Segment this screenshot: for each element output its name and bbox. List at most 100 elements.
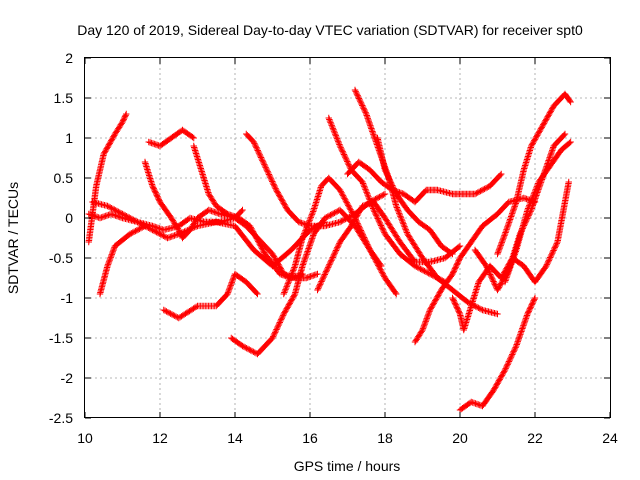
data-point: [108, 136, 116, 143]
data-point: [141, 222, 149, 230]
data-point: [517, 329, 525, 337]
data-point: [498, 372, 506, 379]
data-point: [273, 257, 280, 264]
data-point: [487, 272, 495, 280]
data-point: [347, 206, 354, 213]
data-point: [515, 336, 522, 344]
data-point: [542, 117, 549, 124]
data-point: [267, 174, 274, 181]
data-point: [153, 190, 160, 198]
data-point: [275, 322, 282, 329]
data-point: [385, 173, 392, 181]
data-point: [355, 223, 363, 230]
data-point: [504, 223, 511, 230]
data-point: [361, 106, 368, 113]
data-point: [512, 200, 519, 207]
data-point: [373, 259, 380, 266]
data-point: [376, 219, 383, 226]
data-point: [392, 189, 399, 196]
data-point: [547, 252, 555, 260]
data-point: [495, 377, 503, 384]
data-point: [354, 212, 361, 219]
data-point: [494, 286, 501, 294]
data-point: [508, 210, 516, 217]
data-point: [306, 215, 314, 223]
data-point: [396, 211, 404, 219]
data-point: [362, 187, 370, 195]
data-point: [510, 206, 517, 213]
data-point: [507, 262, 514, 270]
data-point: [372, 211, 379, 218]
data-point: [491, 281, 499, 288]
data-point: [356, 96, 363, 104]
data-point: [345, 203, 353, 210]
data-point: [336, 218, 344, 226]
data-point: [308, 236, 315, 244]
data-point: [102, 148, 109, 155]
x-tick-label: 16: [302, 430, 318, 446]
data-point: [288, 271, 295, 279]
data-point: [544, 259, 551, 267]
data-point: [326, 261, 333, 268]
data-point: [503, 226, 510, 233]
data-point: [342, 155, 350, 162]
data-point: [516, 332, 524, 340]
data-point: [172, 313, 180, 320]
data-point: [258, 243, 265, 251]
data-point: [502, 227, 510, 235]
data-point: [110, 245, 118, 253]
data-point: [366, 197, 374, 205]
data-point: [526, 306, 533, 314]
data-point: [421, 319, 429, 327]
data-point: [323, 267, 330, 274]
data-point: [109, 205, 117, 213]
data-point: [512, 249, 519, 257]
data-point: [282, 286, 289, 293]
data-point: [238, 207, 245, 215]
data-point: [471, 190, 479, 198]
data-point: [308, 212, 315, 220]
data-point: [339, 191, 346, 198]
data-point: [387, 178, 394, 185]
data-point: [332, 248, 339, 256]
data-point: [485, 267, 492, 274]
data-point: [149, 184, 157, 191]
data-point: [341, 195, 348, 202]
data-point: [331, 250, 338, 257]
data-point: [275, 190, 282, 198]
data-point: [425, 309, 433, 317]
data-point: [477, 187, 484, 195]
data-point: [378, 269, 386, 276]
data-point: [306, 240, 314, 248]
data-point: [329, 125, 337, 132]
data-point: [127, 215, 134, 222]
data-point: [393, 202, 400, 210]
data-point: [333, 245, 340, 253]
data-point: [338, 145, 345, 153]
data-point: [369, 128, 376, 135]
x-tick-label: 12: [152, 430, 168, 446]
data-point: [284, 281, 291, 289]
data-point: [338, 189, 345, 196]
data-point: [269, 333, 277, 340]
data-point: [451, 300, 459, 307]
data-point: [449, 294, 456, 302]
data-point: [251, 140, 258, 147]
data-point: [542, 264, 549, 271]
data-point: [360, 234, 368, 241]
data-point: [456, 242, 464, 250]
data-point: [225, 286, 233, 293]
data-point: [504, 222, 512, 229]
data-point: [110, 133, 117, 140]
data-point: [505, 267, 513, 274]
data-point: [291, 264, 298, 271]
plot-frame: [84, 57, 611, 418]
data-point: [530, 138, 537, 146]
data-point: [334, 136, 341, 144]
data-point: [501, 278, 509, 286]
series-arc-f: [145, 126, 197, 150]
data-point: [324, 264, 332, 271]
data-point: [367, 248, 374, 255]
data-point: [322, 269, 329, 277]
data-point: [526, 305, 534, 312]
